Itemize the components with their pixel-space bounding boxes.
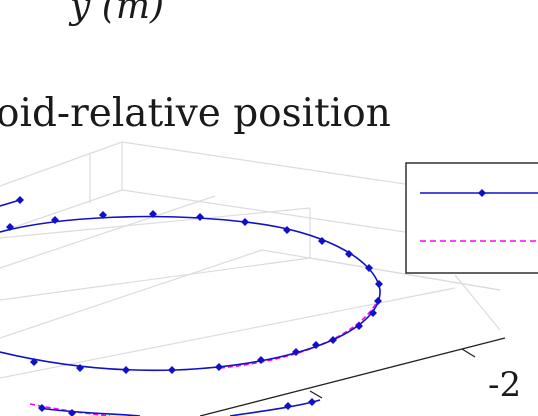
marker [51,216,59,224]
legend-entry-1-marker [478,189,486,197]
marker [329,336,337,344]
grid-line [121,189,406,233]
marker [16,196,24,204]
marker [374,297,382,305]
marker [30,358,38,366]
series-2-line [219,299,379,369]
marker [168,366,176,374]
axis-label-y: y (m) [68,0,164,27]
grid-line [121,141,406,185]
series-1-lower-right [229,399,321,416]
marker [365,264,373,272]
grid-line [0,141,123,187]
marker [355,322,363,330]
axis-lines [199,337,506,416]
marker [318,237,326,245]
series-1-lower [39,407,141,416]
marker [257,356,265,364]
marker [99,211,107,219]
legend [405,162,538,274]
axis-tick [461,348,476,358]
marker [38,404,46,412]
marker [345,250,353,258]
marker [375,280,383,288]
marker [215,363,223,371]
grid-line [309,257,501,291]
series-1-upper-stub [0,199,21,207]
marker [122,366,130,374]
marker [149,210,157,218]
marker [241,218,249,226]
marker [196,213,204,221]
grid-line [0,257,311,301]
marker [292,348,300,356]
legend-box [405,162,538,274]
axis-tick [309,390,323,399]
series-1-markers [6,196,383,416]
axis-x [199,337,506,416]
tick-label: -2 [488,365,521,405]
grid-line [0,195,216,269]
marker [284,402,292,410]
marker [68,409,76,416]
grid-line [0,249,263,339]
marker [283,226,291,234]
marker [308,398,316,406]
marker [6,223,14,231]
marker [369,309,377,317]
chart-title: oid-relative position [0,91,391,136]
series-2 [29,299,379,416]
marker [76,364,84,372]
grid-line [0,207,311,239]
marker [312,341,320,349]
grid-line [0,189,123,233]
